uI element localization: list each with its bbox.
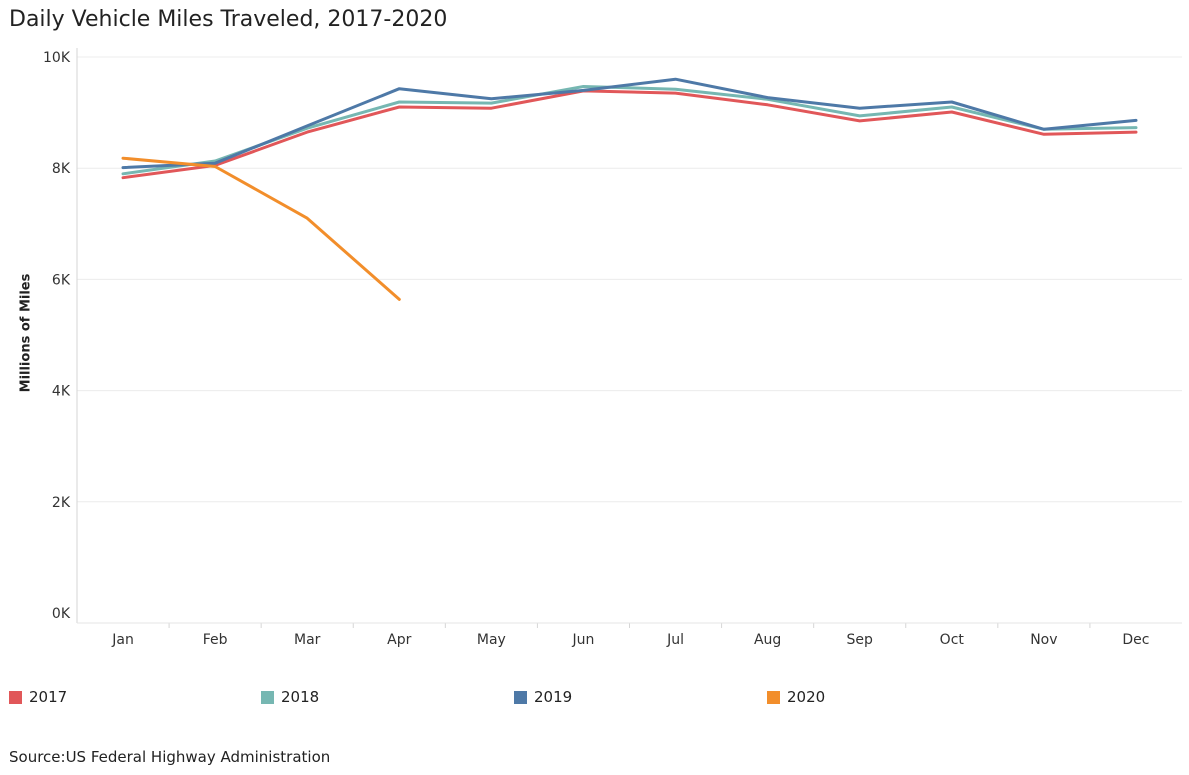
series-line-2020[interactable] xyxy=(121,156,401,301)
legend-item-2019[interactable]: 2019 xyxy=(514,688,572,706)
x-tick-label: Jul xyxy=(666,632,684,648)
y-tick-label: 0K xyxy=(52,606,71,622)
legend: 2017 2018 2019 2020 xyxy=(9,688,1109,708)
axes xyxy=(76,48,1182,628)
y-tick-labels: 0K 2K 4K 6K 8K 10K xyxy=(43,50,71,622)
legend-item-2020[interactable]: 2020 xyxy=(767,688,825,706)
gridlines xyxy=(77,56,1182,503)
legend-item-2018[interactable]: 2018 xyxy=(261,688,319,706)
y-tick-label: 4K xyxy=(52,384,71,400)
y-tick-label: 6K xyxy=(52,272,71,288)
y-tick-label: 10K xyxy=(43,50,71,66)
legend-label-2020: 2020 xyxy=(787,688,826,706)
legend-swatch-2018 xyxy=(261,690,274,704)
x-tick-label: Jan xyxy=(111,632,134,648)
x-tick-label: Nov xyxy=(1030,632,1057,648)
legend-swatch-2017 xyxy=(9,690,22,704)
x-tick-label: Oct xyxy=(940,632,965,648)
x-tick-label: Dec xyxy=(1122,632,1149,648)
y-tick-label: 8K xyxy=(52,161,71,177)
x-tick-label: Apr xyxy=(387,632,411,648)
x-tick-labels: Jan Feb Mar Apr May Jun Jul Aug Sep Oct Nov Dec xyxy=(111,632,1149,648)
source-note: Source:US Federal Highway Administration xyxy=(9,748,331,766)
legend-item-2017[interactable]: 2017 xyxy=(9,688,67,706)
x-tick-label: Aug xyxy=(754,632,781,648)
series-line-2019[interactable] xyxy=(121,77,1138,170)
legend-label-2017: 2017 xyxy=(29,688,68,706)
legend-label-2019: 2019 xyxy=(534,688,573,706)
x-tick-label: Sep xyxy=(847,632,874,648)
legend-label-2018: 2018 xyxy=(281,688,320,706)
series-lines xyxy=(121,77,1138,301)
series-line-2018[interactable] xyxy=(121,85,1138,176)
x-tick-label: May xyxy=(477,632,506,648)
legend-swatch-2020 xyxy=(767,690,780,704)
x-tick-label: Jun xyxy=(572,632,595,648)
legend-swatch-2019 xyxy=(514,690,527,704)
line-chart: 0K 2K 4K 6K 8K 10K Jan Feb Mar Apr May Jun Jul Aug Se… xyxy=(43,48,1182,648)
x-tick-label: Feb xyxy=(203,632,228,648)
x-tick-label: Mar xyxy=(294,632,321,648)
series-line-2017[interactable] xyxy=(121,89,1138,180)
y-tick-label: 2K xyxy=(52,495,71,511)
chart-title: Daily Vehicle Miles Traveled, 2017-2020 xyxy=(9,7,448,32)
